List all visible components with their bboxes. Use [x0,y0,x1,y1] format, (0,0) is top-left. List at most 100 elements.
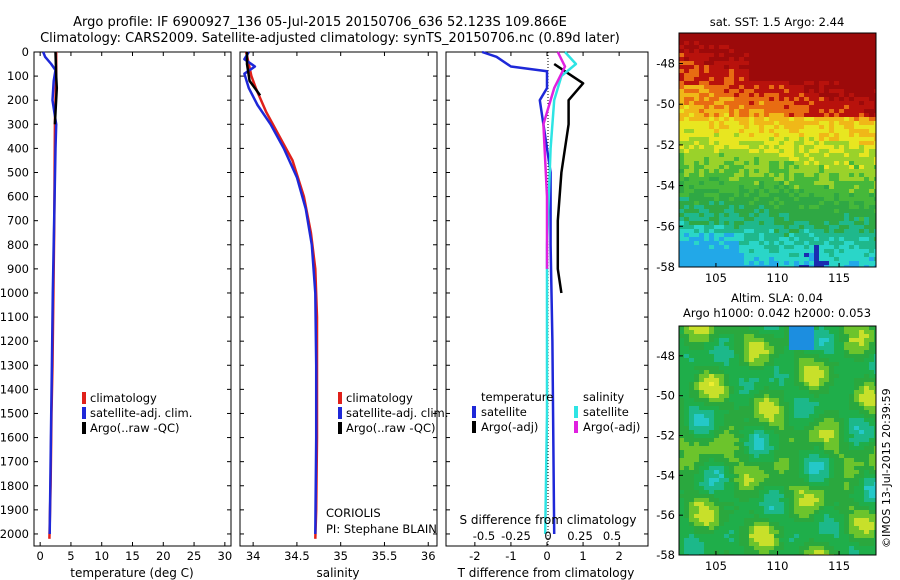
heatmap-cell [759,438,765,443]
heatmap-cell [759,454,765,459]
heatmap-cell [759,422,765,427]
heatmap-cell [789,41,795,46]
heatmap-cell [779,534,785,539]
heatmap-cell [834,49,840,54]
heatmap-cell [694,153,700,158]
heatmap-cell [769,53,775,58]
heatmap-cell [729,93,735,98]
heatmap-cell [859,466,865,471]
heatmap-cell [719,394,725,399]
heatmap-cell [714,374,720,379]
heatmap-cell [809,514,815,519]
heatmap-cell [769,109,775,114]
heatmap-cell [804,185,810,190]
heatmap-cell [819,221,825,226]
heatmap-cell [689,498,695,503]
heatmap-cell [739,113,745,118]
heatmap-cell [834,490,840,495]
heatmap-cell [839,358,845,363]
heatmap-cell [709,350,715,355]
heatmap-cell [824,241,830,246]
heatmap-cell [849,121,855,126]
heatmap-cell [694,514,700,519]
heatmap-cell [729,49,735,54]
heatmap-cell [784,197,790,202]
heatmap-cell [839,542,845,547]
heatmap-cell [744,466,750,471]
heatmap-cell [724,97,730,102]
heatmap-cell [754,81,760,86]
heatmap-cell [864,121,870,126]
heatmap-cell [874,350,876,355]
heatmap-cell [829,518,835,523]
heatmap-cell [789,149,795,154]
heatmap-cell [789,470,795,475]
depth-tick-label: 500 [7,165,29,179]
heatmap-cell [814,109,820,114]
heatmap-cell [719,245,725,250]
heatmap-cell [839,398,845,403]
heatmap-cell [799,97,805,102]
heatmap-cell [719,550,725,555]
heatmap-cell [819,418,825,423]
heatmap-cell [809,370,815,375]
heatmap-cell [754,542,760,547]
heatmap-cell [749,462,755,467]
heatmap-cell [854,346,860,351]
heatmap-cell [839,141,845,146]
heatmap-cell [694,394,700,399]
heatmap-cell [794,233,800,238]
heatmap-cell [764,330,770,335]
heatmap-cell [699,49,705,54]
heatmap-cell [734,93,740,98]
heatmap-cell [694,73,700,78]
heatmap-cell [809,241,815,246]
heatmap-cell [789,326,795,331]
heatmap-cell [874,189,876,194]
heatmap-cell [804,362,810,367]
heatmap-cell [839,486,845,491]
heatmap-cell [819,466,825,471]
heatmap-cell [844,69,850,74]
heatmap-cell [749,33,755,38]
heatmap-cell [784,498,790,503]
heatmap-cell [729,113,735,118]
heatmap-cell [749,141,755,146]
heatmap-cell [834,406,840,411]
heatmap-cell [679,526,685,531]
heatmap-cell [844,61,850,66]
heatmap-cell [869,121,875,126]
heatmap-cell [819,257,825,262]
heatmap-cell [754,213,760,218]
heatmap-cell [709,205,715,210]
heatmap-cell [769,486,775,491]
heatmap-cell [849,109,855,114]
heatmap-cell [699,406,705,411]
heatmap-cell [744,89,750,94]
heatmap-cell [749,342,755,347]
heatmap-cell [694,121,700,126]
heatmap-cell [704,390,710,395]
heatmap-cell [739,217,745,222]
heatmap-cell [839,498,845,503]
heatmap-cell [699,354,705,359]
heatmap-cell [689,446,695,451]
heatmap-cell [789,450,795,455]
heatmap-cell [864,418,870,423]
heatmap-cell [774,205,780,210]
heatmap-cell [719,121,725,126]
heatmap-cell [774,510,780,515]
heatmap-cell [694,265,700,267]
heatmap-cell [714,133,720,138]
heatmap-cell [764,326,770,331]
heatmap-cell [724,442,730,447]
heatmap-cell [704,189,710,194]
heatmap-cell [704,366,710,371]
heatmap-cell [844,233,850,238]
heatmap-cell [679,430,685,435]
heatmap-cell [864,233,870,238]
heatmap-cell [829,478,835,483]
heatmap-cell [779,394,785,399]
heatmap-cell [839,209,845,214]
heatmap-cell [764,506,770,511]
